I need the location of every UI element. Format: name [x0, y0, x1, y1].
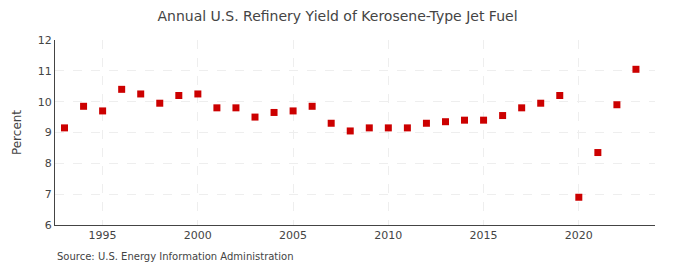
svg-text:11: 11 — [38, 65, 52, 78]
svg-text:Annual U.S. Refinery Yield of: Annual U.S. Refinery Yield of Kerosene-T… — [157, 8, 517, 24]
svg-text:2020: 2020 — [565, 229, 593, 242]
svg-text:9: 9 — [45, 126, 52, 139]
svg-text:2005: 2005 — [279, 229, 307, 242]
svg-text:2000: 2000 — [184, 229, 212, 242]
svg-text:2015: 2015 — [470, 229, 498, 242]
svg-text:1995: 1995 — [89, 229, 117, 242]
svg-text:Source: U.S. Energy Informatio: Source: U.S. Energy Information Administ… — [57, 251, 294, 262]
svg-text:Percent: Percent — [10, 110, 24, 155]
svg-text:12: 12 — [38, 34, 52, 47]
svg-text:8: 8 — [45, 157, 52, 170]
svg-text:10: 10 — [38, 96, 52, 109]
svg-text:7: 7 — [45, 188, 52, 201]
svg-text:6: 6 — [45, 219, 52, 232]
svg-text:2010: 2010 — [374, 229, 402, 242]
